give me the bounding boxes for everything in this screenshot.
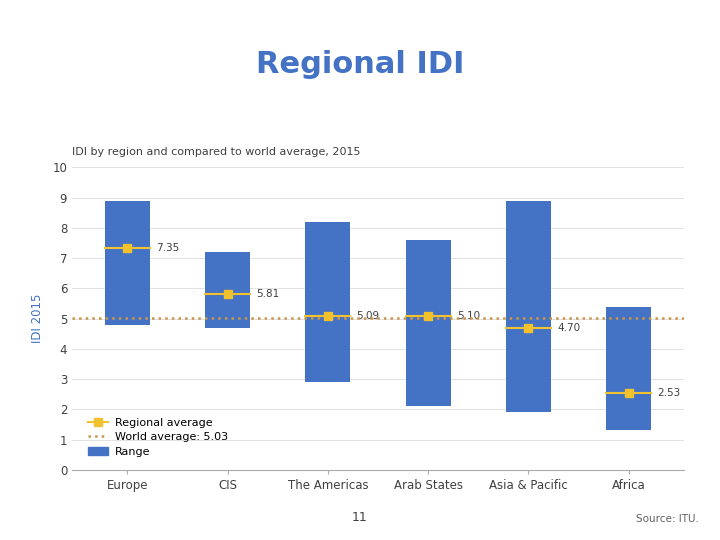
Text: IDI by region and compared to world average, 2015: IDI by region and compared to world aver… [72,146,361,157]
Bar [305,222,351,382]
Bar [405,240,451,406]
Text: 4.70: 4.70 [557,323,580,333]
Text: 11: 11 [352,511,368,524]
Text: 5.81: 5.81 [256,289,279,299]
Y-axis label: IDI 2015: IDI 2015 [31,294,44,343]
Bar [606,307,652,430]
Bar [205,252,250,328]
Legend: Regional average, World average: 5.03, Range: Regional average, World average: 5.03, R… [84,414,233,461]
Text: 5.09: 5.09 [356,311,379,321]
Text: 7.35: 7.35 [156,242,179,253]
Text: Source: ITU.: Source: ITU. [636,514,698,524]
Text: 5.10: 5.10 [456,310,480,321]
Text: 2.53: 2.53 [657,388,680,399]
Bar [104,201,150,325]
Bar [506,201,551,413]
Text: Regional IDI: Regional IDI [256,50,464,79]
